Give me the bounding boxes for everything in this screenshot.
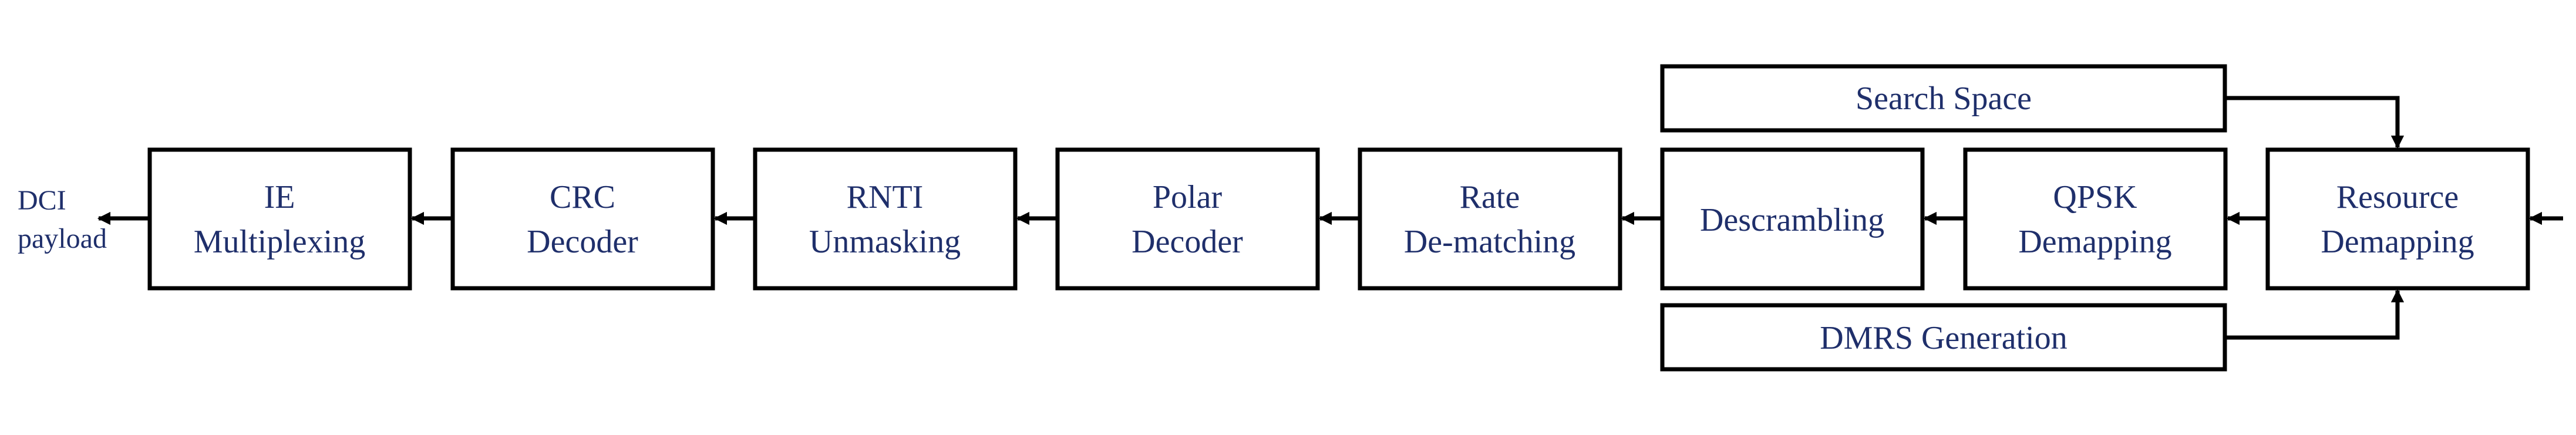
descrambling-label: Descrambling: [1700, 202, 1884, 238]
resource-demapping-block: Resource Demapping: [2265, 147, 2530, 291]
rate-dematching-block: Rate De-matching: [1358, 147, 1622, 291]
rate-dematching-label-line2: De-matching: [1404, 224, 1575, 260]
rate-dematching-label-line1: Rate: [1460, 179, 1520, 215]
polar-decoder-label-line1: Polar: [1153, 179, 1223, 215]
qpsk-demapping-block: QPSK Demapping: [1963, 147, 2228, 291]
ie-multiplexing-block: IE Multiplexing: [147, 147, 412, 291]
qpsk-demapping-label-line1: QPSK: [2053, 179, 2137, 215]
resource-demapping-label-line2: Demapping: [2321, 224, 2474, 260]
crc-decoder-block: CRC Decoder: [450, 147, 715, 291]
search-space-block: Search Space: [1660, 64, 2227, 133]
dmrs-generation-label: DMRS Generation: [1820, 320, 2067, 356]
ie-multiplexing-label-line2: Multiplexing: [194, 224, 365, 260]
dmrs-to-resource-arrow: [2225, 289, 2405, 340]
polar-decoder-block: Polar Decoder: [1055, 147, 1320, 291]
dci-label-line1: DCI: [18, 185, 66, 216]
search-space-to-resource-arrow: [2225, 96, 2405, 149]
rnti-unmasking-label-line2: Unmasking: [809, 224, 961, 260]
rnti-unmasking-block: RNTI Unmasking: [753, 147, 1018, 291]
dmrs-generation-block: DMRS Generation: [1660, 303, 2227, 372]
resource-demapping-label-line1: Resource: [2336, 179, 2459, 215]
search-space-label: Search Space: [1856, 80, 2032, 117]
crc-decoder-label-line2: Decoder: [527, 224, 638, 260]
qpsk-demapping-label-line2: Demapping: [2018, 224, 2171, 260]
polar-decoder-label-line2: Decoder: [1132, 224, 1243, 260]
crc-decoder-label-line1: CRC: [550, 179, 615, 215]
dci-label-line2: payload: [18, 223, 107, 254]
ie-multiplexing-label-line1: IE: [264, 179, 295, 215]
rnti-unmasking-label-line1: RNTI: [847, 179, 924, 215]
descrambling-block: Descrambling: [1660, 147, 1925, 291]
dci-payload-label: DCI payload: [18, 185, 107, 254]
